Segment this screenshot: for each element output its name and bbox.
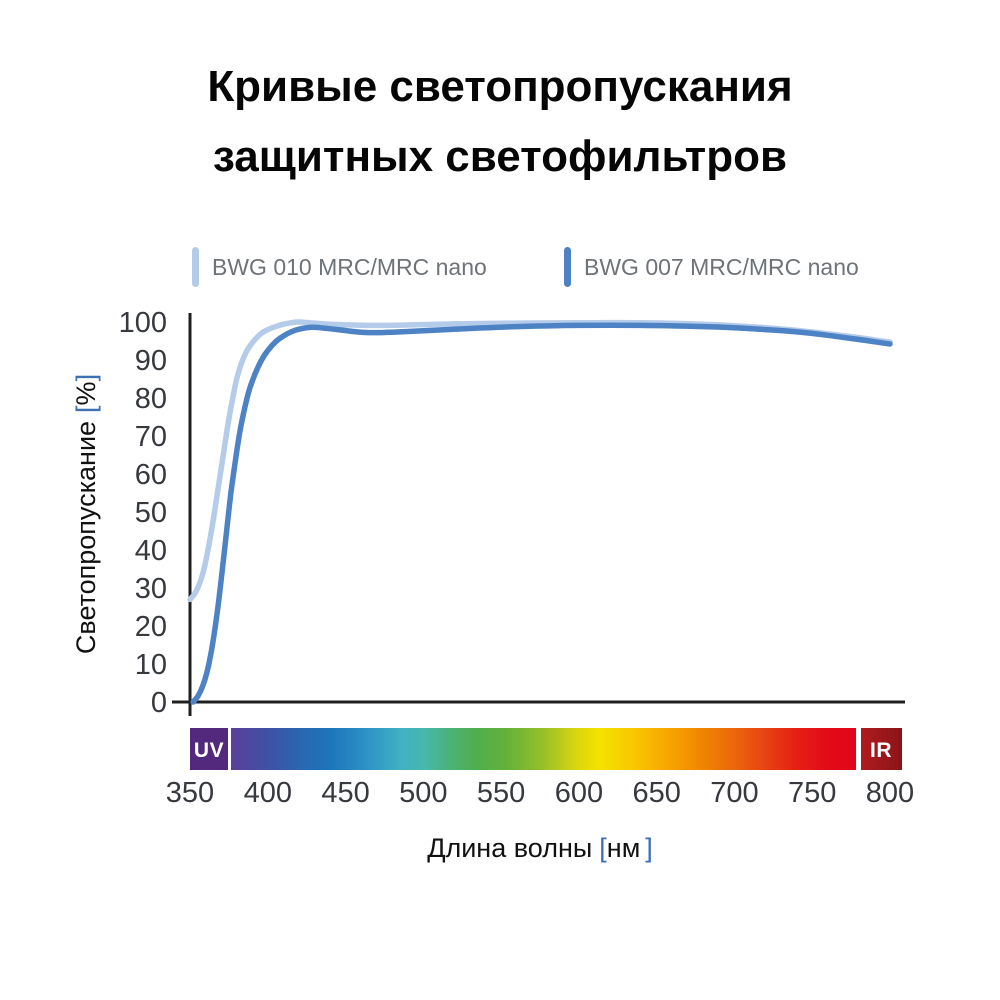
legend-swatch-bwg-007 [564,247,571,287]
y-tick-label: 90 [135,345,167,377]
x-tick-labels: 350 400 450 500 550 600 650 700 750 800 [166,777,914,809]
spectrum-bar: UV IR [190,728,902,770]
y-tick-label: 10 [135,649,167,681]
uv-segment [190,728,228,770]
y-tick-label: 30 [135,573,167,605]
y-axis-title-text: Светопропускание [71,421,101,654]
x-tick-label: 350 [166,777,214,809]
y-tick-label: 40 [135,535,167,567]
y-tick-labels: 0 10 20 30 40 50 60 70 80 90 100 [119,307,167,719]
x-axis-bracket-open: [ [599,833,607,863]
legend-item-bwg-007: BWG 007 MRC/MRC nano [564,246,859,288]
y-tick-label: 100 [119,307,167,339]
page-title: Кривые светопропускания защитных светофи… [0,52,1000,192]
x-tick-label: 600 [555,777,603,809]
x-tick-label: 400 [244,777,292,809]
spectrum-gradient-segment [231,728,856,770]
legend-swatch-bwg-010 [192,247,199,287]
y-tick-label: 60 [135,459,167,491]
y-axis-title: Светопропускание [%] [71,374,101,654]
x-tick-label: 550 [477,777,525,809]
x-axis-unit: нм [607,833,640,863]
y-axis-unit: % [71,381,101,405]
x-tick-label: 800 [866,777,914,809]
title-line-2: защитных светофильтров [212,132,788,181]
x-tick-label: 450 [321,777,369,809]
x-axis-title-text: Длина волны [427,833,592,863]
x-axis-title: Длина волны [нм] [427,833,653,863]
y-tick-label: 50 [135,497,167,529]
series-curve-bwg-010 [187,319,893,603]
uv-label: UV [194,739,224,762]
y-tick-label: 70 [135,421,167,453]
y-tick-label: 80 [135,383,167,415]
x-axis-bracket-close: ] [645,833,653,863]
y-axis-bracket-close: ] [71,374,101,382]
ir-label: IR [870,739,892,762]
y-tick-label: 0 [151,687,167,719]
title-line-1: Кривые светопропускания [207,62,793,111]
x-tick-label: 500 [399,777,447,809]
ir-segment [861,728,902,770]
legend-item-bwg-010: BWG 010 MRC/MRC nano [192,246,487,288]
series-curve-bwg-007 [190,322,893,705]
series-group [187,319,893,705]
y-tick-label: 20 [135,611,167,643]
y-axis-bracket-open: [ [71,405,101,413]
x-tick-label: 650 [632,777,680,809]
x-tick-label: 700 [710,777,758,809]
legend-label-bwg-007: BWG 007 MRC/MRC nano [584,253,859,280]
x-tick-label: 750 [788,777,836,809]
legend-label-bwg-010: BWG 010 MRC/MRC nano [212,253,487,280]
